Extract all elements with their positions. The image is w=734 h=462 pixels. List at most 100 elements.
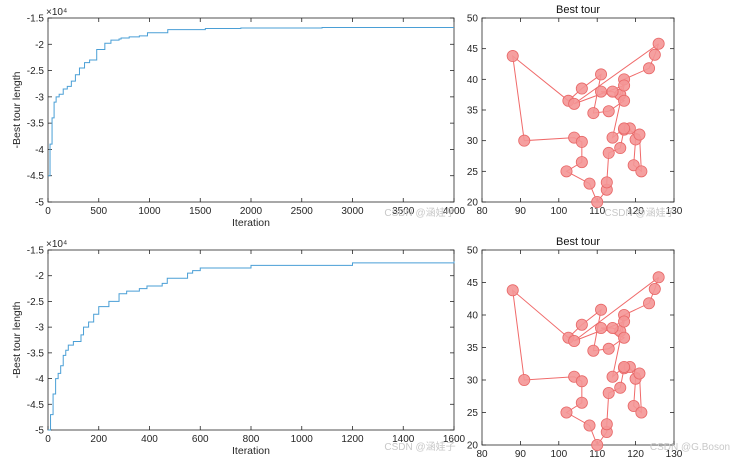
x-tick-label: 1500 (189, 206, 212, 217)
y-axis-label: -Best tour length (11, 301, 23, 378)
y-tick-label: 30 (467, 376, 479, 387)
x-tick-label: 800 (243, 434, 260, 445)
x-tick-label: 90 (515, 206, 527, 217)
city-point (602, 342, 615, 355)
city-point (595, 303, 608, 316)
x-tick-label: 120 (627, 449, 644, 460)
y-tick-label: 50 (467, 14, 479, 25)
x-tick-label: 400 (141, 434, 158, 445)
x-tick-label: 100 (550, 449, 567, 460)
y-tick-label: 35 (467, 106, 479, 117)
city-point (575, 396, 588, 409)
city-point (618, 331, 631, 344)
y-tick-label: 20 (467, 198, 479, 209)
city-point (568, 97, 581, 110)
y-exponent-label: ×10⁴ (46, 7, 67, 18)
city-point (648, 282, 661, 295)
watermark-text: CSDN @G.Boson (650, 442, 730, 453)
y-tick-label: -4 (35, 145, 44, 156)
city-point (606, 370, 619, 383)
y-tick-label: -2.5 (27, 297, 45, 308)
x-tick-label: 2500 (291, 206, 314, 217)
watermark-text: CSDN @涵娃子 (384, 206, 455, 219)
y-tick-label: 50 (467, 246, 479, 257)
y-tick-label: -5 (35, 198, 44, 209)
city-point (602, 105, 615, 118)
chart-title: Best tour (556, 4, 600, 16)
city-point (614, 381, 627, 394)
y-tick-label: -3.5 (27, 348, 45, 359)
x-tick-label: 0 (45, 434, 51, 445)
city-point (606, 85, 619, 98)
x-tick-label: 1600 (443, 434, 466, 445)
city-point (583, 419, 596, 432)
x-tick-label: 600 (192, 434, 209, 445)
city-point (633, 128, 646, 141)
city-point (614, 142, 627, 155)
x-tick-label: 110 (589, 206, 605, 217)
y-tick-label: -5 (35, 426, 44, 437)
city-point (575, 375, 588, 388)
y-tick-label: 25 (467, 408, 479, 419)
city-point (606, 321, 619, 334)
y-tick-label: -1.5 (27, 246, 45, 257)
x-tick-label: 0 (45, 206, 51, 217)
city-point (575, 82, 588, 95)
city-point (602, 146, 615, 159)
city-point (560, 406, 573, 419)
x-tick-label: 1000 (291, 434, 314, 445)
watermark-text: CSDN @涵娃子 (384, 440, 455, 453)
convergence-series-line (48, 261, 455, 431)
y-tick-label: -2.5 (27, 66, 45, 77)
city-point (618, 79, 631, 92)
x-axis-label: Iteration (232, 445, 270, 457)
city-point (506, 50, 519, 63)
city-point (627, 399, 640, 412)
x-tick-label: 1000 (138, 206, 161, 217)
city-point (635, 165, 648, 178)
y-tick-label: -3 (35, 92, 44, 103)
x-tick-label: 90 (515, 449, 527, 460)
city-point (602, 386, 615, 399)
y-axis-label: -Best tour length (11, 71, 23, 148)
y-tick-label: 35 (467, 343, 479, 354)
city-point (591, 438, 604, 451)
city-point (568, 334, 581, 347)
city-point (595, 68, 608, 81)
x-tick-label: 120 (627, 206, 644, 217)
y-tick-label: -3 (35, 323, 44, 334)
x-tick-label: 110 (589, 449, 605, 460)
city-point (618, 315, 631, 328)
x-tick-label: 80 (476, 206, 488, 217)
city-point (600, 176, 613, 189)
x-tick-label: 1200 (341, 434, 364, 445)
y-tick-label: -2 (35, 271, 44, 282)
y-tick-label: 20 (467, 441, 479, 452)
x-tick-label: 3500 (392, 206, 415, 217)
city-point (575, 318, 588, 331)
y-exponent-label: ×10⁴ (46, 239, 67, 250)
city-point (635, 406, 648, 419)
x-tick-label: 500 (90, 206, 107, 217)
city-point (595, 85, 608, 98)
city-point (575, 156, 588, 169)
city-point (652, 37, 665, 50)
city-point (643, 62, 656, 75)
city-point (560, 165, 573, 178)
y-tick-label: 45 (467, 278, 479, 289)
city-point (606, 131, 619, 144)
x-tick-label: 4000 (443, 206, 466, 217)
city-point (575, 135, 588, 148)
chart-title: Best tour (556, 236, 600, 248)
city-point (618, 122, 631, 135)
y-tick-label: -4 (35, 374, 44, 385)
x-tick-label: 130 (666, 449, 683, 460)
y-tick-label: -3.5 (27, 119, 45, 130)
y-tick-label: 40 (467, 311, 479, 322)
city-point (618, 360, 631, 373)
convergence-series-line (48, 26, 454, 177)
y-tick-label: 45 (467, 44, 479, 55)
city-point (643, 297, 656, 310)
y-tick-label: -2 (35, 40, 44, 51)
